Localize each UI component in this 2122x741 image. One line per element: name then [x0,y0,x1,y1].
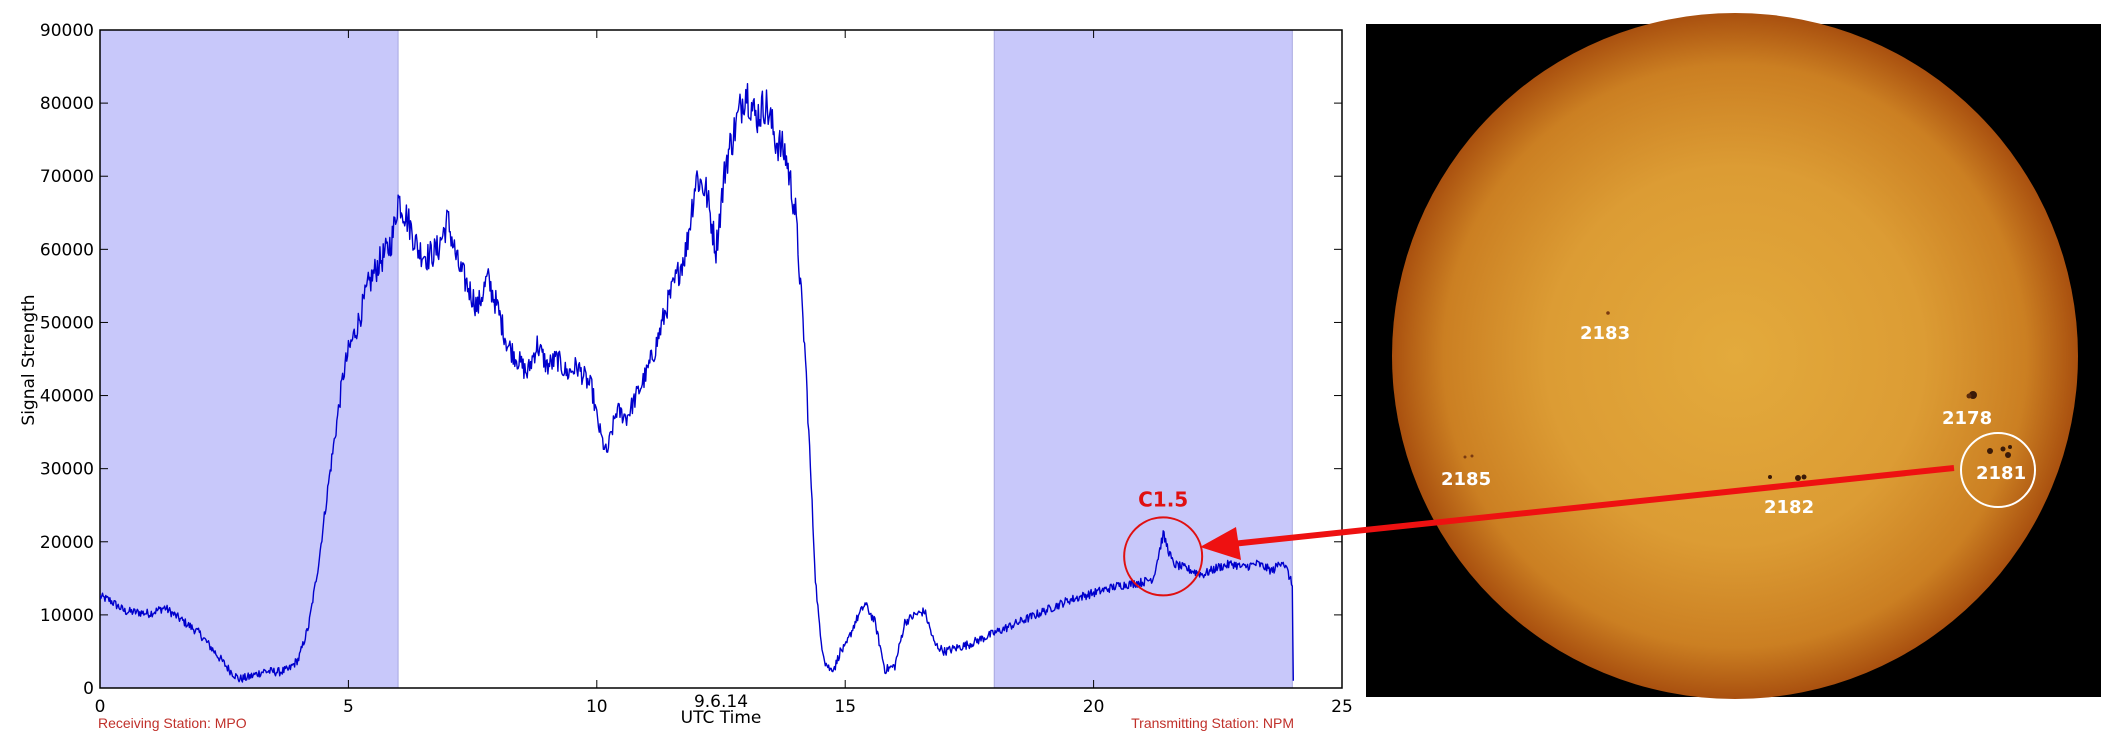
sunspot-label-2183: 2183 [1580,323,1630,344]
sun-image: 2183 2178 2185 2181 2182 [1366,13,2101,699]
sunspot-label-2178: 2178 [1942,408,1992,429]
sunspot-label-2181: 2181 [1976,463,2026,484]
y-tick-label: 10000 [40,606,94,626]
sunspot-label-2182: 2182 [1764,497,1814,518]
sun-disk [1392,13,2078,699]
plot-frame [99,29,1343,689]
x-tick-label: 20 [1083,697,1105,717]
shaded-regions [99,29,1293,689]
receiving-station-label: Receiving Station: MPO [98,715,247,731]
line-chart: 0 5 10 15 20 25 0 10000 20000 30000 40000 50000 6000… [19,21,1353,731]
sunspot-group-2178 [1966,391,1977,399]
sunspot-group-2183 [1606,311,1610,315]
x-tick-label: 5 [343,697,354,717]
y-tick-label: 40000 [40,387,94,407]
y-tick-label: 20000 [40,533,94,553]
sunspot-group-2185 [1463,454,1474,459]
flare-arrow-shaft [1231,465,1955,547]
flare-highlight-circle [1123,516,1204,597]
shaded-region-0 [99,29,399,689]
y-tick-label: 90000 [40,21,94,41]
axis-ticks: 0 5 10 15 20 25 0 10000 20000 30000 40000 50000 6000… [40,21,1353,717]
sunspot-label-2185: 2185 [1441,469,1491,490]
y-tick-label: 70000 [40,167,94,187]
y-axis-label: Signal Strength [19,294,39,425]
x-tick-label: 10 [586,697,608,717]
shaded-region-1 [993,29,1293,689]
x-tick-label: 15 [834,697,856,717]
date-label: 9.6.14 [694,692,748,712]
flare-arrow-head [1200,527,1241,560]
flare-label: C1.5 [1138,487,1188,511]
sunspot-2181-highlight-circle [1960,432,2036,508]
series-line-signal [100,83,1294,683]
sunspot-group-2181 [1987,445,2012,458]
x-tick-label: 0 [95,697,106,717]
y-tick-label: 60000 [40,240,94,260]
x-tick-label: 25 [1331,697,1353,717]
y-tick-label: 0 [83,679,94,699]
sunspot-group-2182 [1768,474,1807,481]
y-tick-label: 80000 [40,94,94,114]
y-tick-label: 30000 [40,460,94,480]
flare-arrow [1200,465,1955,560]
transmitting-station-label: Transmitting Station: NPM [1131,715,1294,731]
y-tick-label: 50000 [40,313,94,333]
x-axis-label: UTC Time [681,708,762,728]
